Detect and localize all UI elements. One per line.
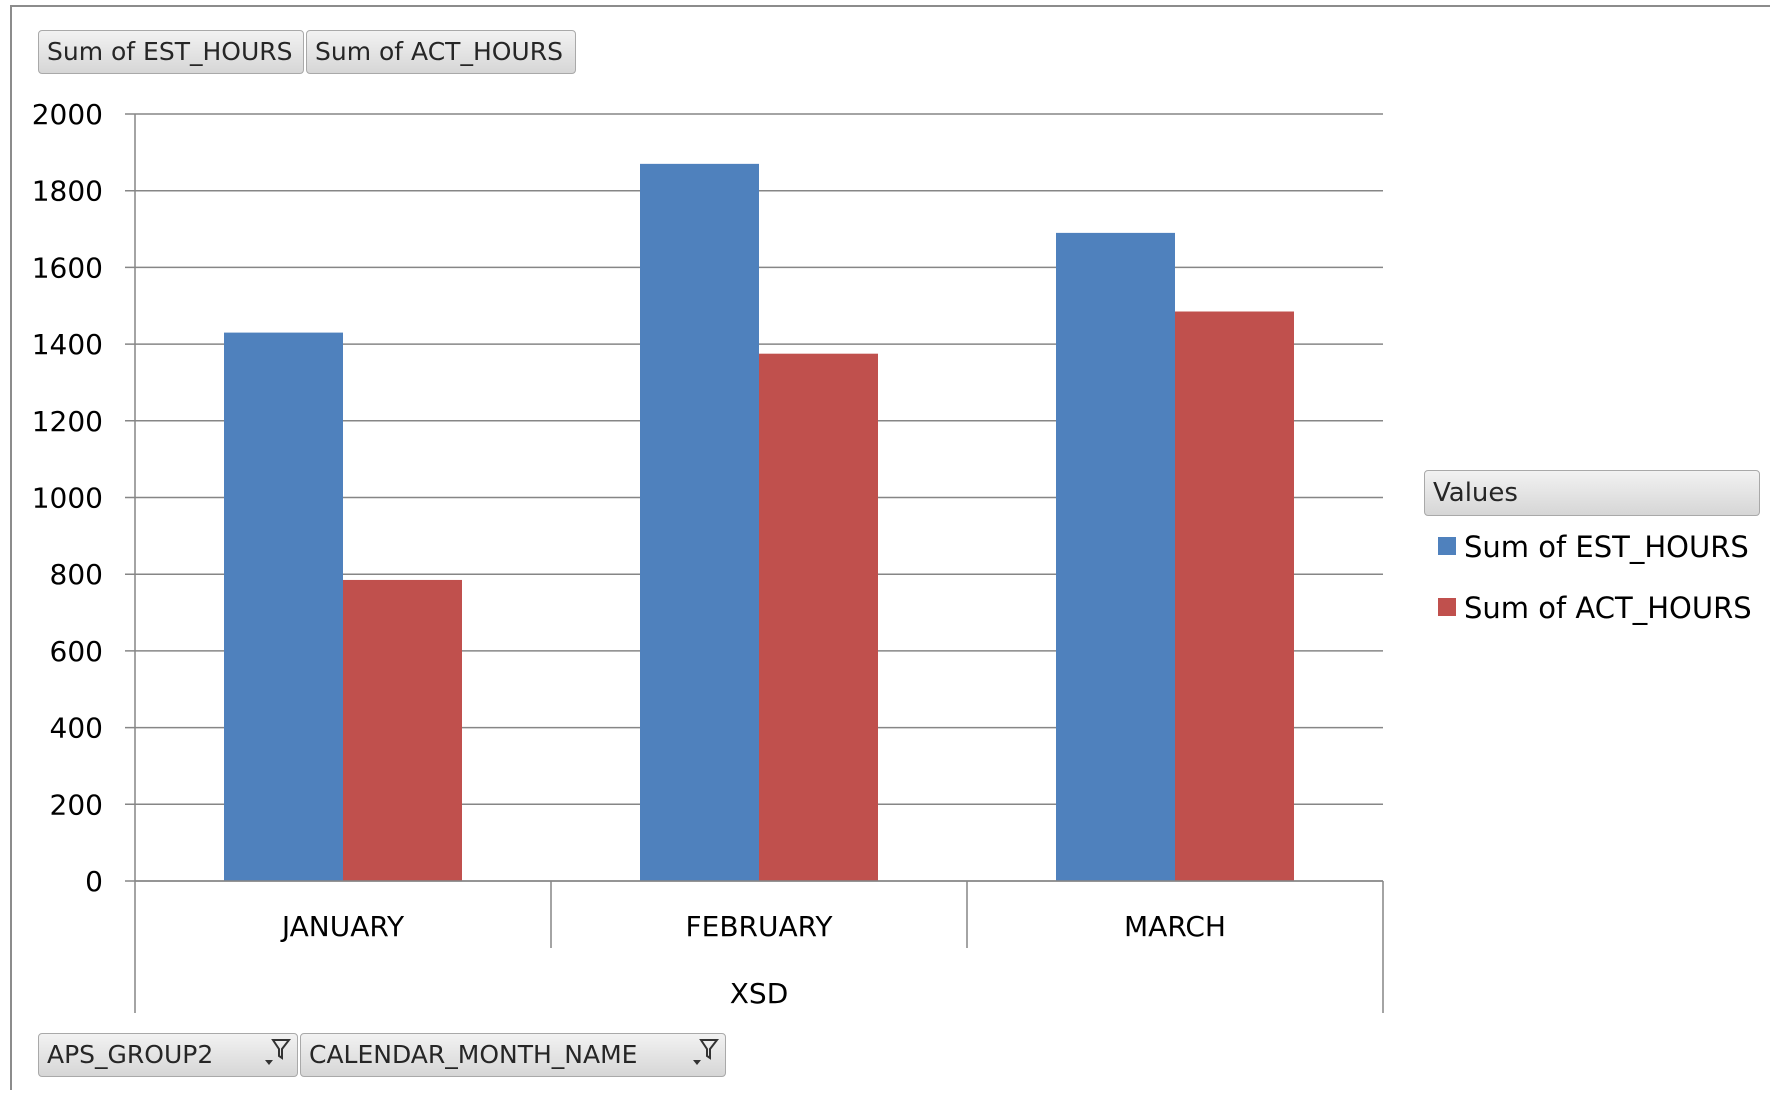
y-tick-label: 1000 <box>32 482 103 515</box>
bar <box>640 163 759 882</box>
y-tick-label: 800 <box>50 558 103 591</box>
x-axis-title: XSD <box>730 977 789 1010</box>
x-tick-label: FEBRUARY <box>686 910 834 943</box>
legend-label: Sum of ACT_HOURS <box>1464 591 1752 625</box>
axis-field-button-label: CALENDAR_MONTH_NAME <box>309 1040 638 1069</box>
bar <box>1056 232 1175 881</box>
y-tick-label: 2000 <box>32 98 103 131</box>
axis-field-button-aps-group2[interactable]: APS_GROUP2 <box>38 1033 298 1077</box>
y-tick-label: 1200 <box>32 405 103 438</box>
legend-swatch-act <box>1438 598 1456 616</box>
axes <box>134 114 1384 1013</box>
y-tick-label: 0 <box>85 865 103 898</box>
filter-icon[interactable] <box>691 1036 719 1070</box>
y-tick-label: 400 <box>50 712 103 745</box>
x-tick-label: MARCH <box>1124 910 1226 943</box>
y-tick-label: 1800 <box>32 175 103 208</box>
legend-swatch-est <box>1438 537 1456 555</box>
bars <box>224 163 1294 882</box>
value-field-button-est-hours[interactable]: Sum of EST_HOURS <box>38 30 304 74</box>
x-tick-label: JANUARY <box>280 910 405 943</box>
legend-label: Sum of EST_HOURS <box>1464 530 1749 564</box>
y-tick-label: 200 <box>50 788 103 821</box>
bar <box>343 579 462 881</box>
value-field-button-act-hours[interactable]: Sum of ACT_HOURS <box>306 30 576 74</box>
y-tick-label: 1600 <box>32 251 103 284</box>
y-tick-label: 1400 <box>32 328 103 361</box>
legend-item-est-hours[interactable]: Sum of EST_HOURS <box>1438 530 1749 570</box>
bar <box>1175 311 1294 881</box>
chart-frame <box>10 5 1770 1090</box>
bar <box>759 353 878 881</box>
y-tick-label: 600 <box>50 635 103 668</box>
axis-field-button-calendar-month-name[interactable]: CALENDAR_MONTH_NAME <box>300 1033 726 1077</box>
legend-item-act-hours[interactable]: Sum of ACT_HOURS <box>1438 591 1752 631</box>
axis-field-button-label: APS_GROUP2 <box>47 1040 214 1069</box>
filter-icon[interactable] <box>263 1036 291 1070</box>
axis-labels: 0 200 400 600 800 1000 1200 1400 1600 1800 2000 JAN… <box>32 98 1226 1010</box>
legend-values-button[interactable]: Values <box>1424 470 1760 516</box>
bar <box>224 332 343 882</box>
